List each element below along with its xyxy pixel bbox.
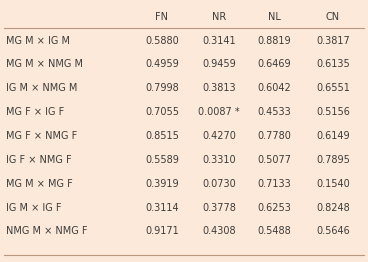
Text: 0.7998: 0.7998	[145, 83, 179, 93]
Text: 0.5077: 0.5077	[257, 155, 291, 165]
Text: 0.3778: 0.3778	[202, 203, 236, 212]
Text: 0.6042: 0.6042	[257, 83, 291, 93]
Text: 0.6551: 0.6551	[316, 83, 350, 93]
Text: NL: NL	[268, 12, 280, 22]
Text: 0.5488: 0.5488	[257, 226, 291, 236]
Text: 0.5880: 0.5880	[145, 36, 179, 46]
Text: 0.6469: 0.6469	[257, 59, 291, 69]
Text: 0.9171: 0.9171	[145, 226, 179, 236]
Text: IG F × NMG F: IG F × NMG F	[6, 155, 71, 165]
Text: 0.8819: 0.8819	[257, 36, 291, 46]
Text: 0.7895: 0.7895	[316, 155, 350, 165]
Text: 0.5156: 0.5156	[316, 107, 350, 117]
Text: 0.0087 *: 0.0087 *	[198, 107, 240, 117]
Text: 0.3310: 0.3310	[202, 155, 236, 165]
Text: 0.6149: 0.6149	[316, 131, 350, 141]
Text: NMG M × NMG F: NMG M × NMG F	[6, 226, 87, 236]
Text: 0.4533: 0.4533	[257, 107, 291, 117]
Text: 0.5646: 0.5646	[316, 226, 350, 236]
Text: 0.1540: 0.1540	[316, 179, 350, 189]
Text: IG M × NMG M: IG M × NMG M	[6, 83, 77, 93]
Text: MG M × IG M: MG M × IG M	[6, 36, 70, 46]
Text: 0.3817: 0.3817	[316, 36, 350, 46]
Text: 0.5589: 0.5589	[145, 155, 179, 165]
Text: 0.4959: 0.4959	[145, 59, 179, 69]
Text: 0.7055: 0.7055	[145, 107, 179, 117]
Text: NR: NR	[212, 12, 226, 22]
Text: CN: CN	[326, 12, 340, 22]
Text: MG F × IG F: MG F × IG F	[6, 107, 64, 117]
Text: 0.4270: 0.4270	[202, 131, 236, 141]
Text: IG M × IG F: IG M × IG F	[6, 203, 61, 212]
Text: 0.9459: 0.9459	[202, 59, 236, 69]
Text: 0.3141: 0.3141	[202, 36, 236, 46]
Text: MG F × NMG F: MG F × NMG F	[6, 131, 77, 141]
Text: 0.6253: 0.6253	[257, 203, 291, 212]
Text: 0.3813: 0.3813	[202, 83, 236, 93]
Text: 0.3114: 0.3114	[145, 203, 179, 212]
Text: 0.8248: 0.8248	[316, 203, 350, 212]
Text: 0.0730: 0.0730	[202, 179, 236, 189]
Text: MG M × NMG M: MG M × NMG M	[6, 59, 82, 69]
Text: MG M × MG F: MG M × MG F	[6, 179, 72, 189]
Text: 0.7780: 0.7780	[257, 131, 291, 141]
Text: 0.3919: 0.3919	[145, 179, 179, 189]
Text: 0.7133: 0.7133	[257, 179, 291, 189]
Text: FN: FN	[155, 12, 169, 22]
Text: 0.4308: 0.4308	[202, 226, 236, 236]
Text: 0.6135: 0.6135	[316, 59, 350, 69]
Text: 0.8515: 0.8515	[145, 131, 179, 141]
